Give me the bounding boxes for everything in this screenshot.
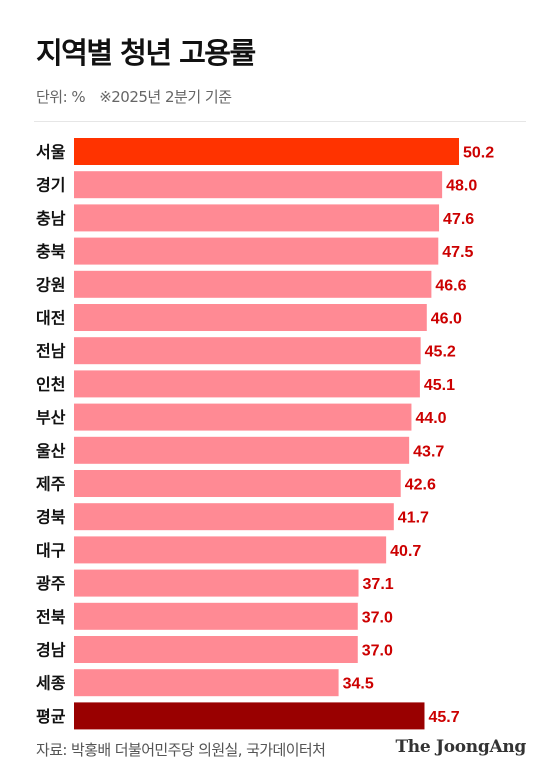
category-label: 울산 bbox=[36, 441, 66, 460]
category-label: 충남 bbox=[36, 209, 66, 228]
value-label: 50.2 bbox=[463, 145, 494, 162]
bar-4 bbox=[74, 237, 439, 265]
value-label: 45.7 bbox=[428, 709, 459, 726]
category-label: 대전 bbox=[36, 309, 65, 328]
category-label: 제주 bbox=[36, 475, 66, 494]
basis-note: ※2025년 2분기 기준 bbox=[99, 88, 232, 106]
bar-14 bbox=[74, 569, 359, 597]
bar-10 bbox=[74, 436, 410, 464]
source-note: 자료: 박홍배 더불어민주당 의원실, 국가데이터처 bbox=[36, 741, 326, 759]
category-label: 부산 bbox=[36, 408, 66, 427]
publisher-logo: The JoongAng bbox=[395, 737, 526, 757]
bar-6 bbox=[74, 304, 427, 331]
value-label: 37.0 bbox=[362, 643, 393, 660]
value-label: 45.1 bbox=[424, 377, 455, 394]
bar-8 bbox=[74, 370, 420, 398]
value-label: 44.0 bbox=[415, 410, 446, 427]
category-label: 충북 bbox=[36, 242, 66, 261]
value-label: 43.7 bbox=[413, 443, 444, 460]
value-label: 45.2 bbox=[425, 344, 456, 361]
bar-18 bbox=[74, 702, 425, 730]
value-label: 37.0 bbox=[362, 609, 393, 626]
category-label: 강원 bbox=[36, 275, 65, 294]
category-label: 전남 bbox=[36, 342, 66, 361]
bar-3 bbox=[74, 204, 440, 232]
bar-7 bbox=[74, 337, 421, 365]
category-label: 전북 bbox=[36, 607, 66, 626]
bar-15 bbox=[74, 602, 358, 630]
category-label: 세종 bbox=[36, 674, 66, 693]
bar-11 bbox=[74, 470, 401, 497]
chart-title: 지역별 청년 고용률 bbox=[36, 36, 256, 70]
bar-9 bbox=[74, 403, 412, 431]
category-label: 광주 bbox=[36, 574, 66, 593]
bar-12 bbox=[74, 503, 394, 531]
bar-1 bbox=[74, 138, 459, 165]
category-label: 경기 bbox=[36, 176, 65, 195]
category-label: 인천 bbox=[36, 375, 65, 394]
bar-17 bbox=[74, 669, 339, 697]
bar-2 bbox=[74, 171, 443, 199]
bar-16 bbox=[74, 636, 358, 663]
value-label: 34.5 bbox=[343, 676, 374, 693]
header-divider bbox=[34, 121, 526, 122]
category-label: 경남 bbox=[36, 641, 66, 660]
category-label: 대구 bbox=[36, 541, 66, 560]
value-label: 37.1 bbox=[363, 576, 394, 593]
value-label: 47.6 bbox=[443, 211, 474, 228]
category-label: 경북 bbox=[36, 508, 66, 527]
value-label: 46.6 bbox=[435, 277, 466, 294]
category-label: 평균 bbox=[36, 707, 66, 726]
unit-label: 단위: % bbox=[36, 88, 86, 106]
chart-subtitle: 단위: % ※2025년 2분기 기준 bbox=[36, 86, 232, 107]
value-label: 40.7 bbox=[390, 543, 421, 560]
value-label: 46.0 bbox=[431, 311, 462, 328]
value-label: 47.5 bbox=[442, 244, 473, 261]
bar-5 bbox=[74, 270, 432, 298]
category-label: 서울 bbox=[36, 143, 66, 162]
value-label: 41.7 bbox=[398, 510, 429, 527]
value-label: 48.0 bbox=[446, 178, 477, 195]
value-label: 42.6 bbox=[405, 477, 436, 494]
bar-13 bbox=[74, 536, 387, 564]
